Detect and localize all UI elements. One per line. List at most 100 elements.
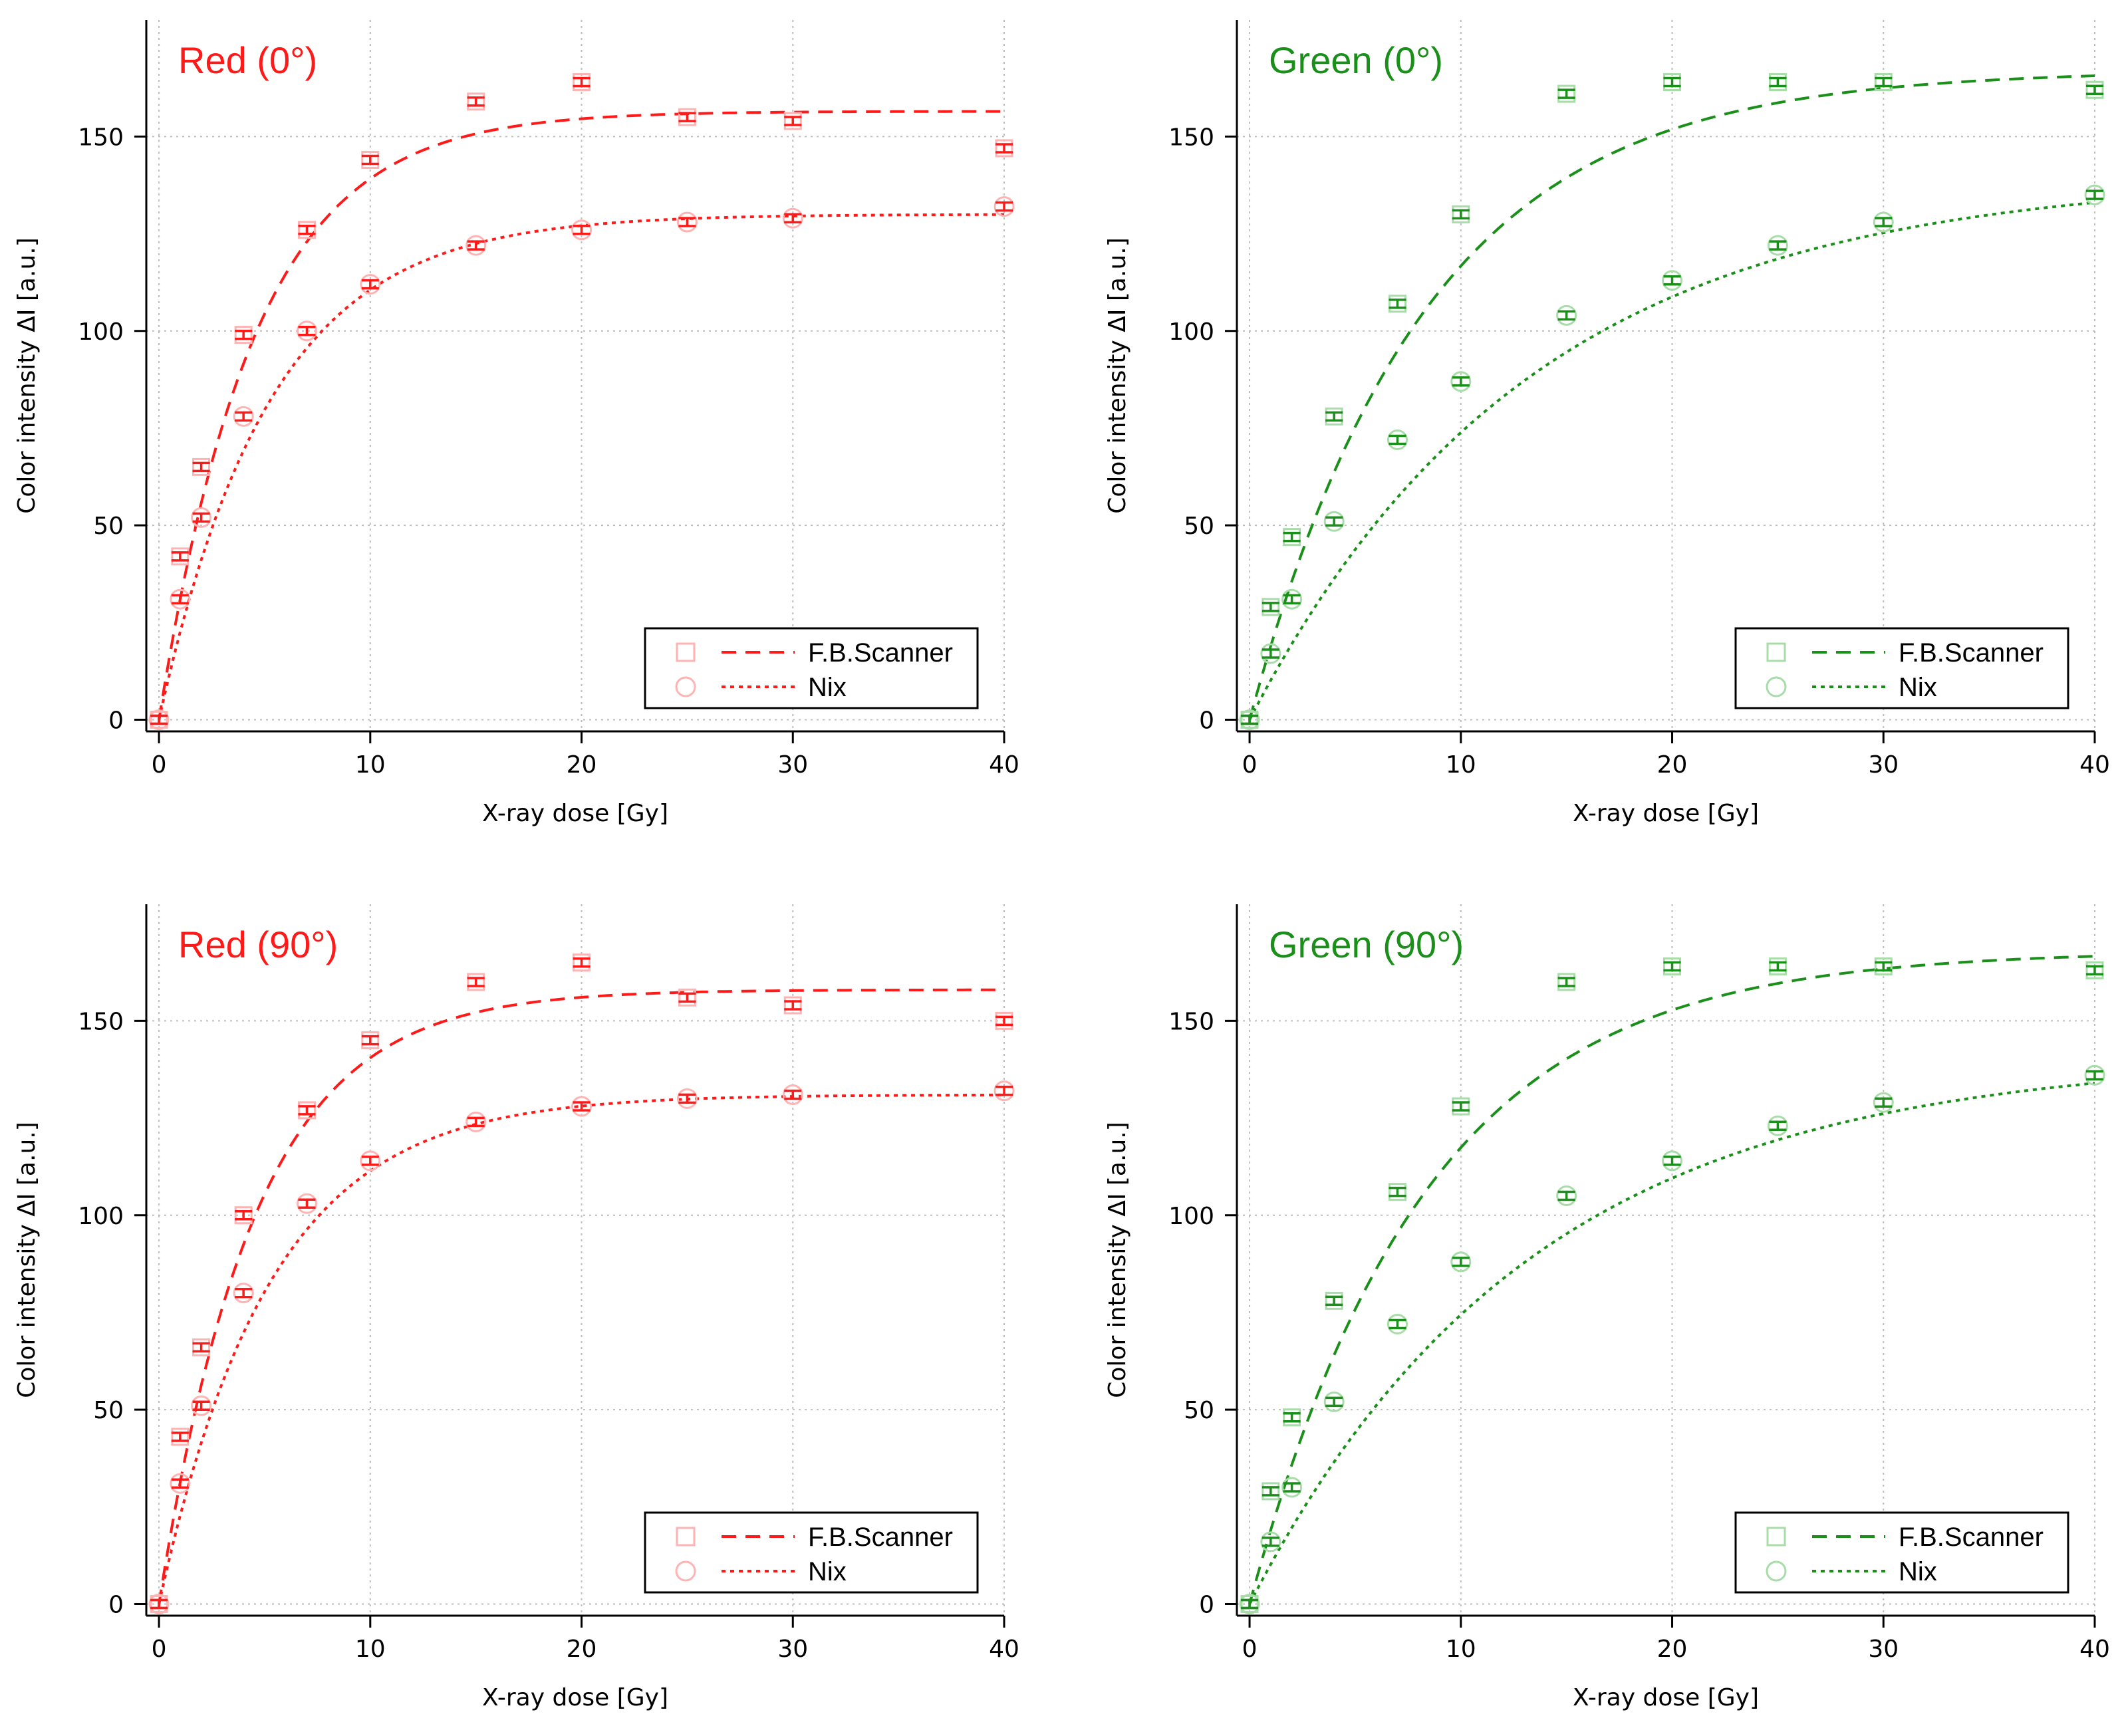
y-tick-label: 0: [1199, 1591, 1214, 1618]
data-point: [1874, 957, 1893, 976]
error-bar: [150, 714, 168, 725]
y-axis-title: Color intensity ΔI [a.u.]: [1104, 237, 1131, 514]
fit-curve-fb-scanner: [158, 110, 1005, 720]
x-axis-title: X-ray dose [Gy]: [482, 800, 668, 827]
error-bar: [678, 112, 696, 122]
error-bar: [1389, 1318, 1406, 1330]
data-point: [2085, 80, 2104, 99]
data-point: [170, 1473, 191, 1494]
data-point: [2084, 184, 2105, 205]
error-bar: [192, 1400, 210, 1412]
error-bar: [1452, 1101, 1470, 1112]
y-tick-label: 100: [1168, 318, 1214, 346]
error-bar: [298, 326, 316, 336]
error-bar: [678, 992, 696, 1003]
x-tick-label: 40: [989, 1636, 1019, 1663]
x-axis-title: X-ray dose [Gy]: [1573, 800, 1759, 827]
error-bar: [361, 1035, 379, 1046]
x-tick-label: 0: [152, 751, 167, 779]
data-point: [1556, 1185, 1577, 1207]
error-bar: [995, 1015, 1013, 1027]
error-bar: [1452, 209, 1470, 220]
data-point: [1556, 305, 1577, 326]
data-point: [1767, 235, 1788, 256]
legend-label: Nix: [808, 1557, 847, 1586]
legend-label: F.B.Scanner: [1899, 1523, 2044, 1552]
y-axis-title: Color intensity ΔI [a.u.]: [1104, 1122, 1131, 1398]
legend-marker: [1766, 642, 1786, 662]
y-tick-label: 50: [93, 513, 124, 540]
error-bar: [678, 1093, 696, 1104]
x-tick-label: 0: [1242, 751, 1258, 779]
data-point: [1768, 957, 1787, 976]
y-tick-label: 50: [1184, 1397, 1214, 1424]
error-bar: [573, 224, 591, 235]
data-point: [148, 709, 170, 730]
error-bar: [2086, 965, 2103, 976]
error-bar: [298, 1105, 316, 1116]
error-bar: [573, 1101, 591, 1112]
y-tick-label: 0: [1199, 707, 1214, 734]
data-point: [234, 1206, 253, 1225]
chart-title: Green (0°): [1269, 39, 1443, 81]
data-point: [150, 1594, 168, 1613]
data-point: [1240, 710, 1259, 729]
data-point: [150, 710, 168, 729]
legend-marker: [1766, 1527, 1786, 1547]
legend-marker: [675, 676, 696, 697]
data-point: [170, 588, 191, 610]
error-bar: [235, 329, 253, 340]
data-point: [1261, 1482, 1280, 1501]
error-bar: [1452, 1257, 1470, 1267]
data-point: [467, 92, 485, 111]
error-bar: [1241, 714, 1259, 725]
data-point: [994, 196, 1015, 217]
chart-red-90deg: 0 10 20 30 40 0 50 100 150 X-ray dose [Gy] Color i…: [0, 884, 1024, 1735]
data-point: [676, 1088, 698, 1109]
data-point: [678, 988, 696, 1007]
data-point: [783, 996, 802, 1015]
error-bar: [1389, 1186, 1406, 1197]
legend-label: Nix: [1899, 1557, 1937, 1586]
error-bar: [192, 512, 210, 523]
y-tick-label: 150: [78, 1008, 124, 1035]
error-bar: [1389, 299, 1406, 309]
error-bar: [150, 1598, 168, 1610]
data-point: [297, 221, 316, 239]
y-tick-label: 0: [108, 1591, 124, 1618]
error-bar: [1283, 1482, 1301, 1493]
chart-green-90deg: 0 10 20 30 40 0 50 100 150 X-ray dose [Gy] Color i…: [1091, 884, 2115, 1735]
error-bar: [995, 1085, 1013, 1096]
error-bar: [1875, 961, 1893, 972]
y-axis-title: Color intensity ΔI [a.u.]: [13, 237, 41, 514]
data-point: [191, 507, 212, 528]
error-bar: [995, 143, 1013, 154]
fit-curve-fb-scanner: [1248, 74, 2095, 721]
data-point: [465, 1111, 487, 1132]
data-point: [1261, 598, 1280, 616]
error-bar: [2086, 84, 2103, 95]
fit-curve-nix: [158, 213, 1004, 720]
x-tick-label: 10: [1446, 1636, 1476, 1663]
data-point: [1281, 588, 1303, 610]
data-point: [676, 211, 698, 233]
error-bar: [171, 1478, 189, 1489]
error-bar: [784, 116, 802, 126]
data-point: [296, 320, 317, 342]
data-point: [2085, 961, 2104, 979]
legend-label: Nix: [1899, 673, 1937, 702]
error-bar: [467, 240, 485, 251]
y-axis-title: Color intensity ΔI [a.u.]: [13, 1122, 41, 1398]
data-point: [1662, 1150, 1683, 1172]
error-bar: [573, 957, 591, 968]
error-bar: [1241, 1598, 1259, 1610]
data-point: [234, 326, 253, 344]
error-bar: [298, 224, 316, 235]
y-tick-label: 150: [78, 124, 124, 151]
data-point: [361, 150, 380, 169]
data-point: [192, 457, 211, 476]
error-bar: [192, 461, 210, 473]
x-tick-label: 30: [1868, 751, 1899, 779]
legend: [644, 627, 979, 709]
data-point: [1388, 295, 1406, 313]
